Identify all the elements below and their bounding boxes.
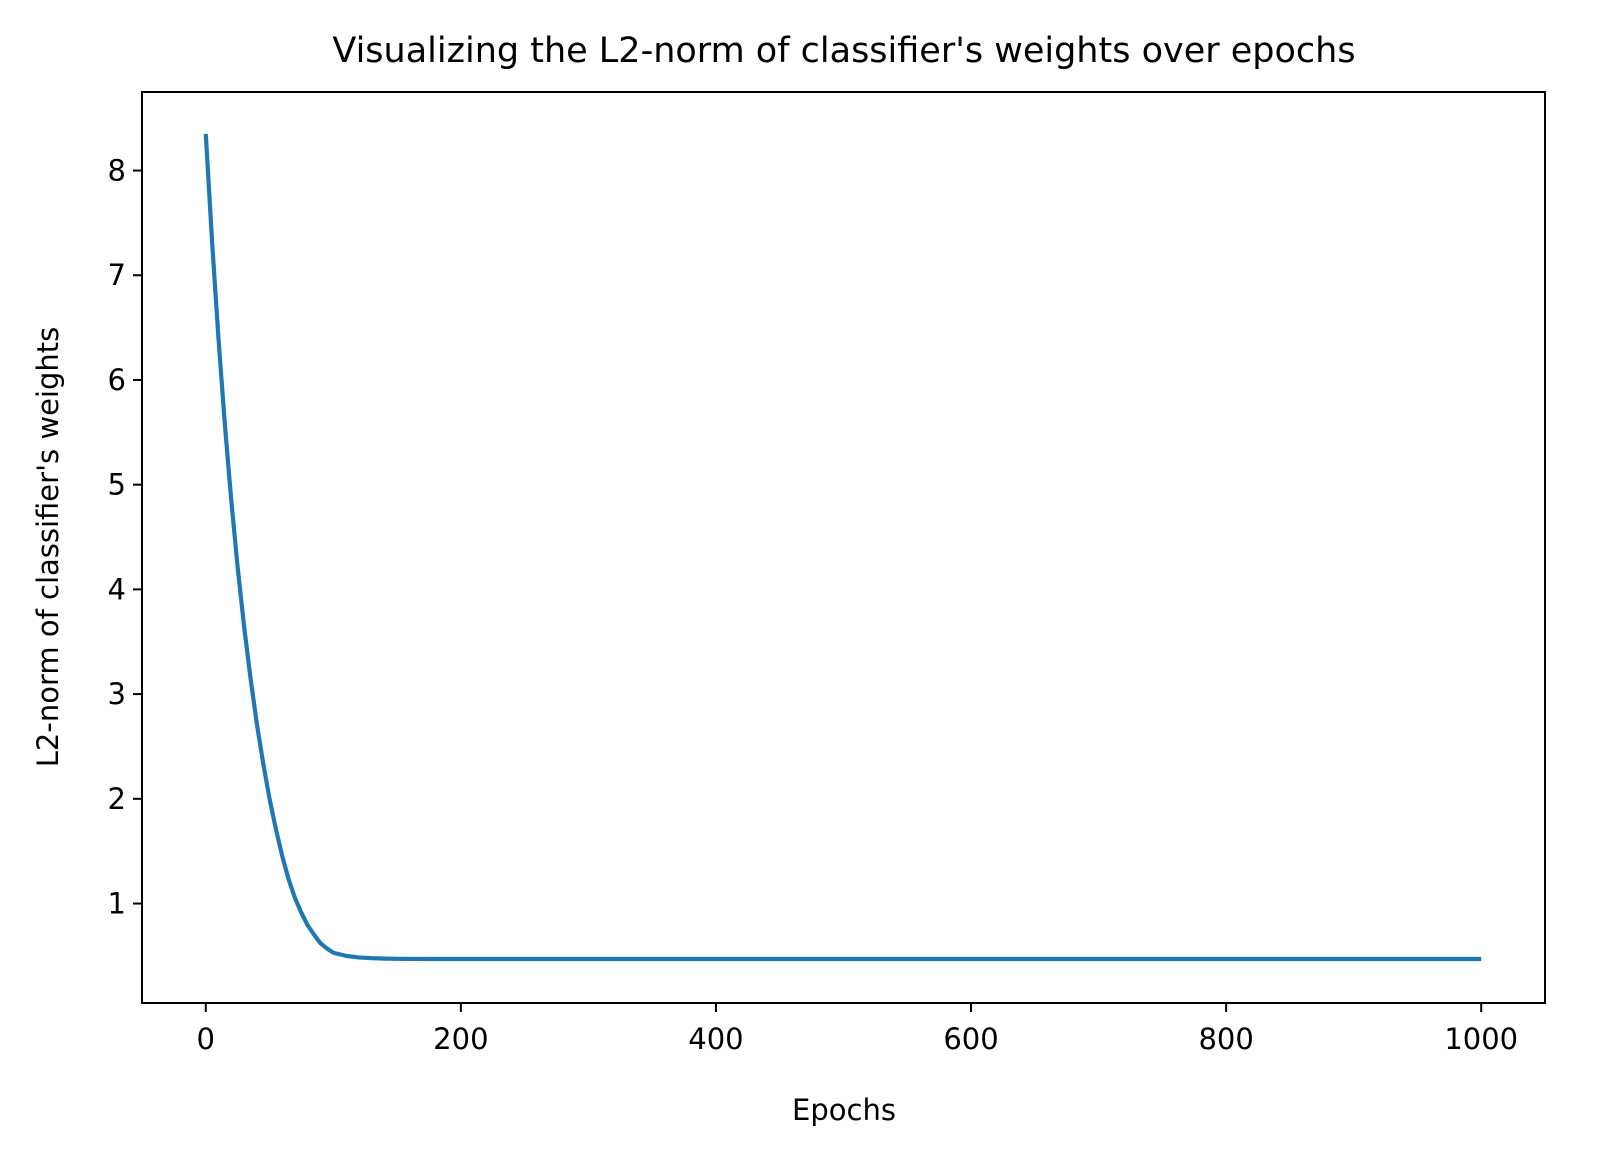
x-tick-label: 0 xyxy=(197,1022,215,1056)
x-tick-label: 1000 xyxy=(1444,1022,1518,1056)
x-tick-label: 800 xyxy=(1198,1022,1253,1056)
plot-area xyxy=(203,133,1482,962)
x-axis-ticks: 0 200 400 600 800 1000 xyxy=(197,1003,1518,1056)
x-tick-label: 400 xyxy=(688,1022,743,1056)
y-tick-label: 4 xyxy=(108,572,126,606)
axes-frame xyxy=(141,91,1546,1004)
x-tick-label: 200 xyxy=(433,1022,488,1056)
y-tick-label: 7 xyxy=(108,258,126,292)
y-axis-label: L2-norm of classifier's weights xyxy=(31,327,65,768)
y-tick-label: 1 xyxy=(108,887,126,921)
y-tick-label: 8 xyxy=(108,154,126,188)
y-tick-label: 3 xyxy=(108,677,126,711)
y-tick-label: 5 xyxy=(108,468,126,502)
y-axis-ticks: 1 2 3 4 5 6 7 8 xyxy=(108,154,142,921)
y-tick-label: 2 xyxy=(108,782,126,816)
x-tick-label: 600 xyxy=(943,1022,998,1056)
series-line-0 xyxy=(203,133,1482,962)
chart-title: Visualizing the L2-norm of classifier's … xyxy=(332,31,1355,71)
x-axis-label: Epochs xyxy=(792,1093,896,1127)
y-tick-label: 6 xyxy=(108,363,126,397)
